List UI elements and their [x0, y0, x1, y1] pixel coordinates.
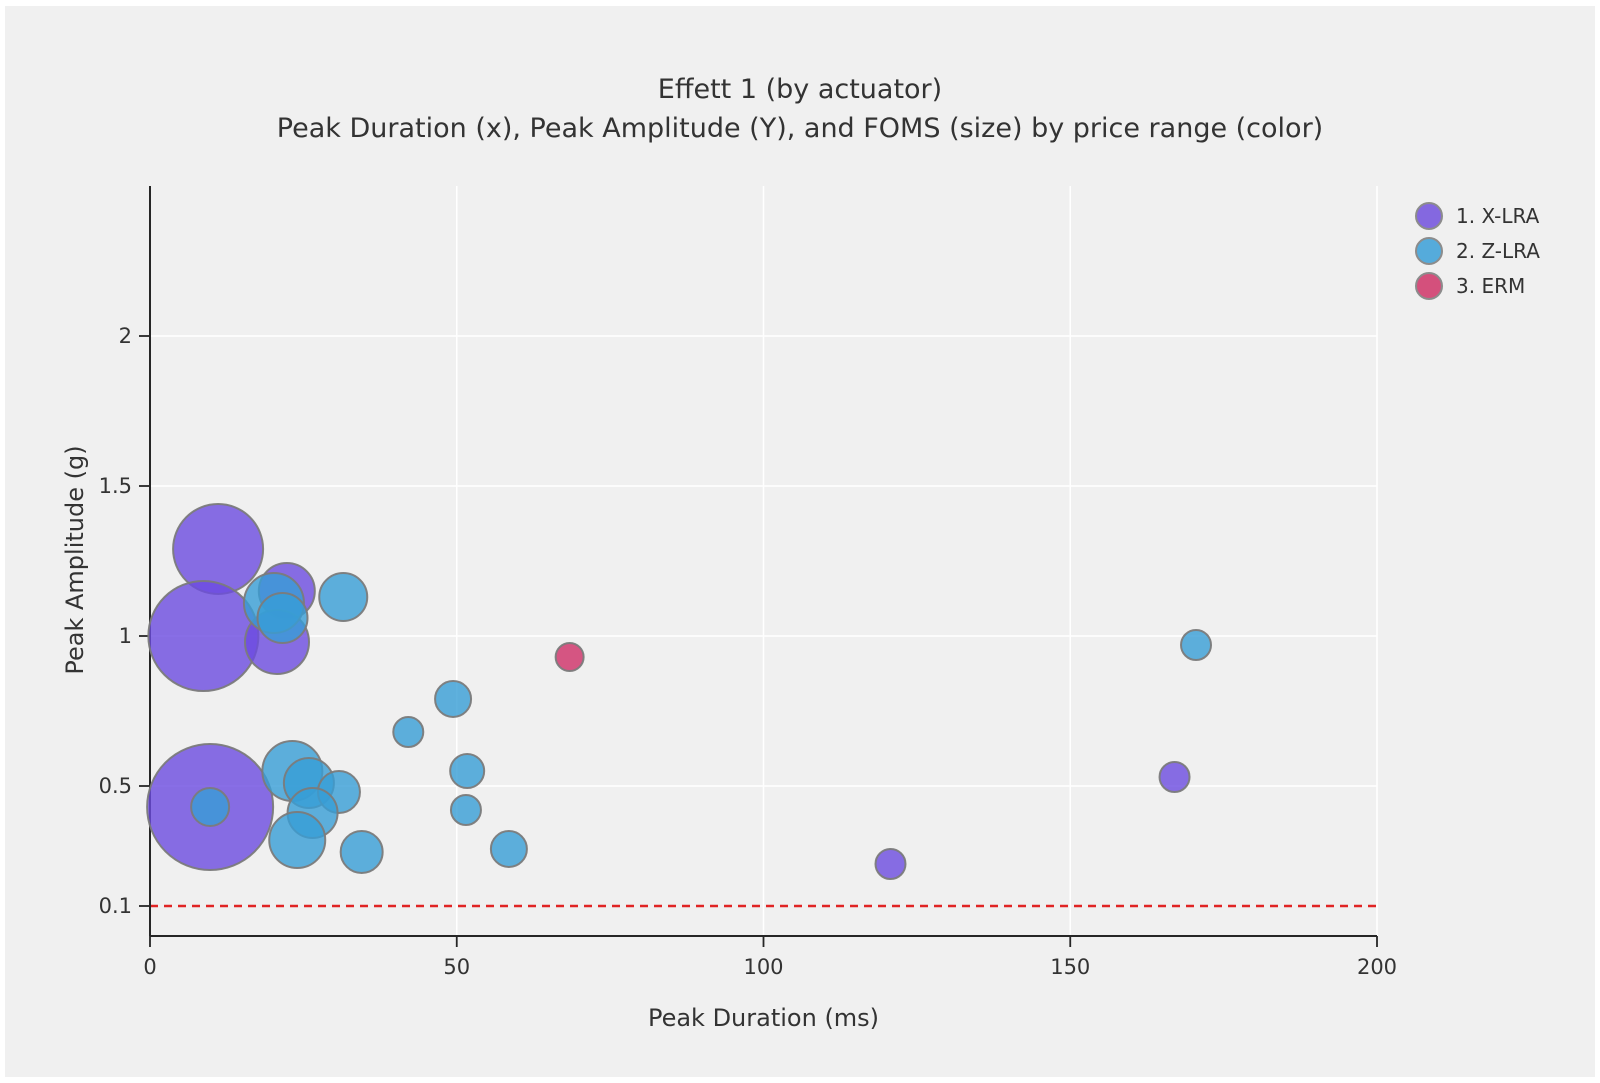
legend: 1. X-LRA 2. Z-LRA 3. ERM — [1415, 198, 1540, 303]
legend-item-x-lra: 1. X-LRA — [1415, 198, 1540, 233]
bubble-z-lra — [268, 811, 327, 869]
bubble-z-lra — [318, 572, 369, 622]
legend-label: 3. ERM — [1456, 273, 1526, 298]
legend-label: 2. Z-LRA — [1456, 238, 1540, 263]
legend-item-erm: 3. ERM — [1415, 268, 1540, 303]
bubble-z-lra — [449, 753, 486, 789]
y-tick-label: 1 — [119, 624, 132, 648]
bubble-z-lra — [256, 592, 309, 644]
legend-swatch-erm-icon — [1415, 271, 1443, 300]
chart-title: Effett 1 (by actuator) — [657, 74, 943, 105]
y-tick-label: 0.1 — [99, 894, 132, 918]
legend-item-z-lra: 2. Z-LRA — [1415, 233, 1540, 268]
y-tick-label: 2 — [119, 324, 132, 348]
x-axis-title: Peak Duration (ms) — [647, 1004, 880, 1032]
bubble-z-lra — [1180, 629, 1213, 661]
legend-swatch-z-lra-icon — [1415, 236, 1443, 265]
legend-label: 1. X-LRA — [1456, 203, 1540, 228]
y-tick-label: 0.5 — [99, 774, 132, 798]
x-tick-label: 50 — [443, 955, 470, 979]
x-tick-label: 200 — [1357, 955, 1397, 979]
bubble-erm — [554, 642, 585, 672]
bubble-z-lra — [339, 830, 384, 874]
bubble-z-lra — [434, 680, 473, 718]
bubble-z-lra — [190, 787, 231, 827]
x-tick-label: 0 — [143, 955, 156, 979]
chart-header: Effett 1 (by actuator) Peak Duration (x)… — [5, 70, 1595, 148]
bubble-z-lra — [449, 794, 482, 826]
figure-background: Effett 1 (by actuator) Peak Duration (x)… — [5, 6, 1595, 1077]
bubble-z-lra — [489, 830, 528, 868]
bubble-z-lra — [392, 716, 425, 748]
chart-subtitle: Peak Duration (x), Peak Amplitude (Y), a… — [276, 113, 1324, 144]
chart-canvas: Effett 1 (by actuator) Peak Duration (x)… — [5, 6, 1595, 1077]
x-tick-label: 100 — [743, 955, 783, 979]
y-tick-label: 1.5 — [99, 474, 132, 498]
x-tick-label: 150 — [1050, 955, 1090, 979]
bubble-x-lra — [147, 580, 260, 692]
bubble-plot: 0 50 100 150 200 0.1 0.5 1 1.5 2 — [99, 186, 1397, 979]
bubble-x-lra — [172, 503, 265, 595]
legend-swatch-x-lra-icon — [1415, 201, 1443, 230]
bubble-x-lra — [874, 848, 907, 880]
bubble-x-lra — [1158, 761, 1191, 793]
